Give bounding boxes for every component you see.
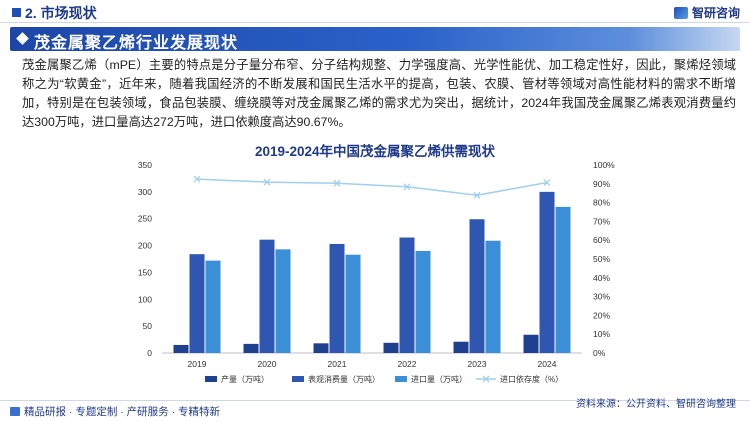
x-tick-label: 2020 — [258, 359, 277, 369]
brand-logo-icon — [673, 7, 688, 19]
dependency-line — [196, 178, 548, 197]
x-tick-label: 2019 — [188, 359, 207, 369]
bar — [399, 237, 415, 353]
bar — [189, 254, 205, 353]
y2-tick-label: 20% — [593, 310, 610, 320]
bar — [485, 240, 501, 353]
top-bar: 2. 市场现状 智研咨询 — [0, 0, 750, 22]
legend-swatch — [292, 376, 304, 382]
legend-label: 产量（万吨） — [221, 374, 269, 384]
section-title: 2. 市场现状 — [12, 3, 97, 23]
bar — [313, 343, 329, 353]
y-tick-label: 0 — [147, 348, 152, 358]
footer-tagline: 精品研报 · 专题定制 · 产研服务 · 专精特新 — [10, 404, 220, 419]
y-tick-label: 250 — [138, 214, 152, 224]
bar — [523, 334, 539, 353]
y2-tick-label: 40% — [593, 273, 610, 283]
y2-tick-label: 80% — [593, 198, 610, 208]
y-tick-label: 350 — [138, 160, 152, 170]
y2-tick-label: 70% — [593, 216, 610, 226]
bar — [243, 343, 259, 353]
bar — [555, 206, 571, 353]
legend-swatch — [395, 376, 407, 382]
legend-swatch — [205, 376, 217, 382]
footer-text: 精品研报 · 专题定制 · 产研服务 · 专精特新 — [24, 406, 220, 418]
dependency-marker — [473, 191, 481, 199]
dependency-marker — [193, 175, 201, 183]
y2-tick-label: 30% — [593, 292, 610, 302]
bar — [275, 249, 291, 353]
section-square-icon — [12, 8, 21, 17]
dependency-marker — [333, 179, 341, 187]
body-paragraph: 茂金属聚乙烯（mPE）主要的特点是分子量分布窄、分子结构规整、力学强度高、光学性… — [22, 58, 736, 129]
top-divider — [0, 22, 750, 23]
dependency-marker — [403, 183, 411, 191]
y2-tick-label: 60% — [593, 235, 610, 245]
legend-label: 进口量（万吨） — [411, 374, 467, 384]
y2-tick-label: 100% — [593, 160, 615, 170]
y2-tick-label: 50% — [593, 254, 610, 264]
x-tick-label: 2023 — [468, 359, 487, 369]
source-note: 资料来源：公开资料、智研咨询整理 — [576, 399, 736, 410]
x-tick-label: 2021 — [328, 359, 347, 369]
y-tick-label: 100 — [138, 294, 152, 304]
title-banner: 茂金属聚乙烯行业发展现状 — [10, 27, 740, 52]
section-label: 2. 市场现状 — [25, 5, 97, 21]
legend-marker — [482, 375, 490, 383]
bar — [383, 342, 399, 353]
bar — [205, 260, 221, 353]
brand: 智研咨询 — [673, 4, 740, 21]
footer-icon — [10, 407, 20, 416]
bar — [173, 344, 189, 353]
x-tick-label: 2022 — [398, 359, 417, 369]
footer-divider — [0, 400, 750, 401]
legend-label: 表观消费量（万吨） — [308, 374, 380, 384]
dependency-marker — [263, 178, 271, 186]
bar — [259, 239, 275, 353]
y2-tick-label: 10% — [593, 329, 610, 339]
y2-tick-label: 0% — [593, 348, 606, 358]
bar — [453, 341, 469, 353]
y-tick-label: 50 — [143, 321, 153, 331]
chart-svg: 0 50 100 150 200 250 300 350 0% 10% 20% 30% 40% 50% 60… — [138, 160, 615, 384]
brand-name: 智研咨询 — [691, 6, 740, 20]
y2-tick-label: 90% — [593, 179, 610, 189]
y-tick-label: 150 — [138, 267, 152, 277]
y-tick-label: 200 — [138, 241, 152, 251]
banner-title: 茂金属聚乙烯行业发展现状 — [34, 35, 239, 52]
bar — [415, 250, 431, 353]
legend-label: 进口依存度（%） — [500, 374, 563, 384]
bar — [539, 191, 555, 353]
bar — [345, 254, 361, 353]
y-tick-label: 300 — [138, 187, 152, 197]
dependency-marker — [543, 179, 551, 186]
chart-title: 2019-2024年中国茂金属聚乙烯供需现状 — [254, 144, 496, 159]
x-tick-label: 2024 — [538, 359, 557, 369]
bar — [469, 219, 485, 353]
bar — [329, 243, 345, 353]
